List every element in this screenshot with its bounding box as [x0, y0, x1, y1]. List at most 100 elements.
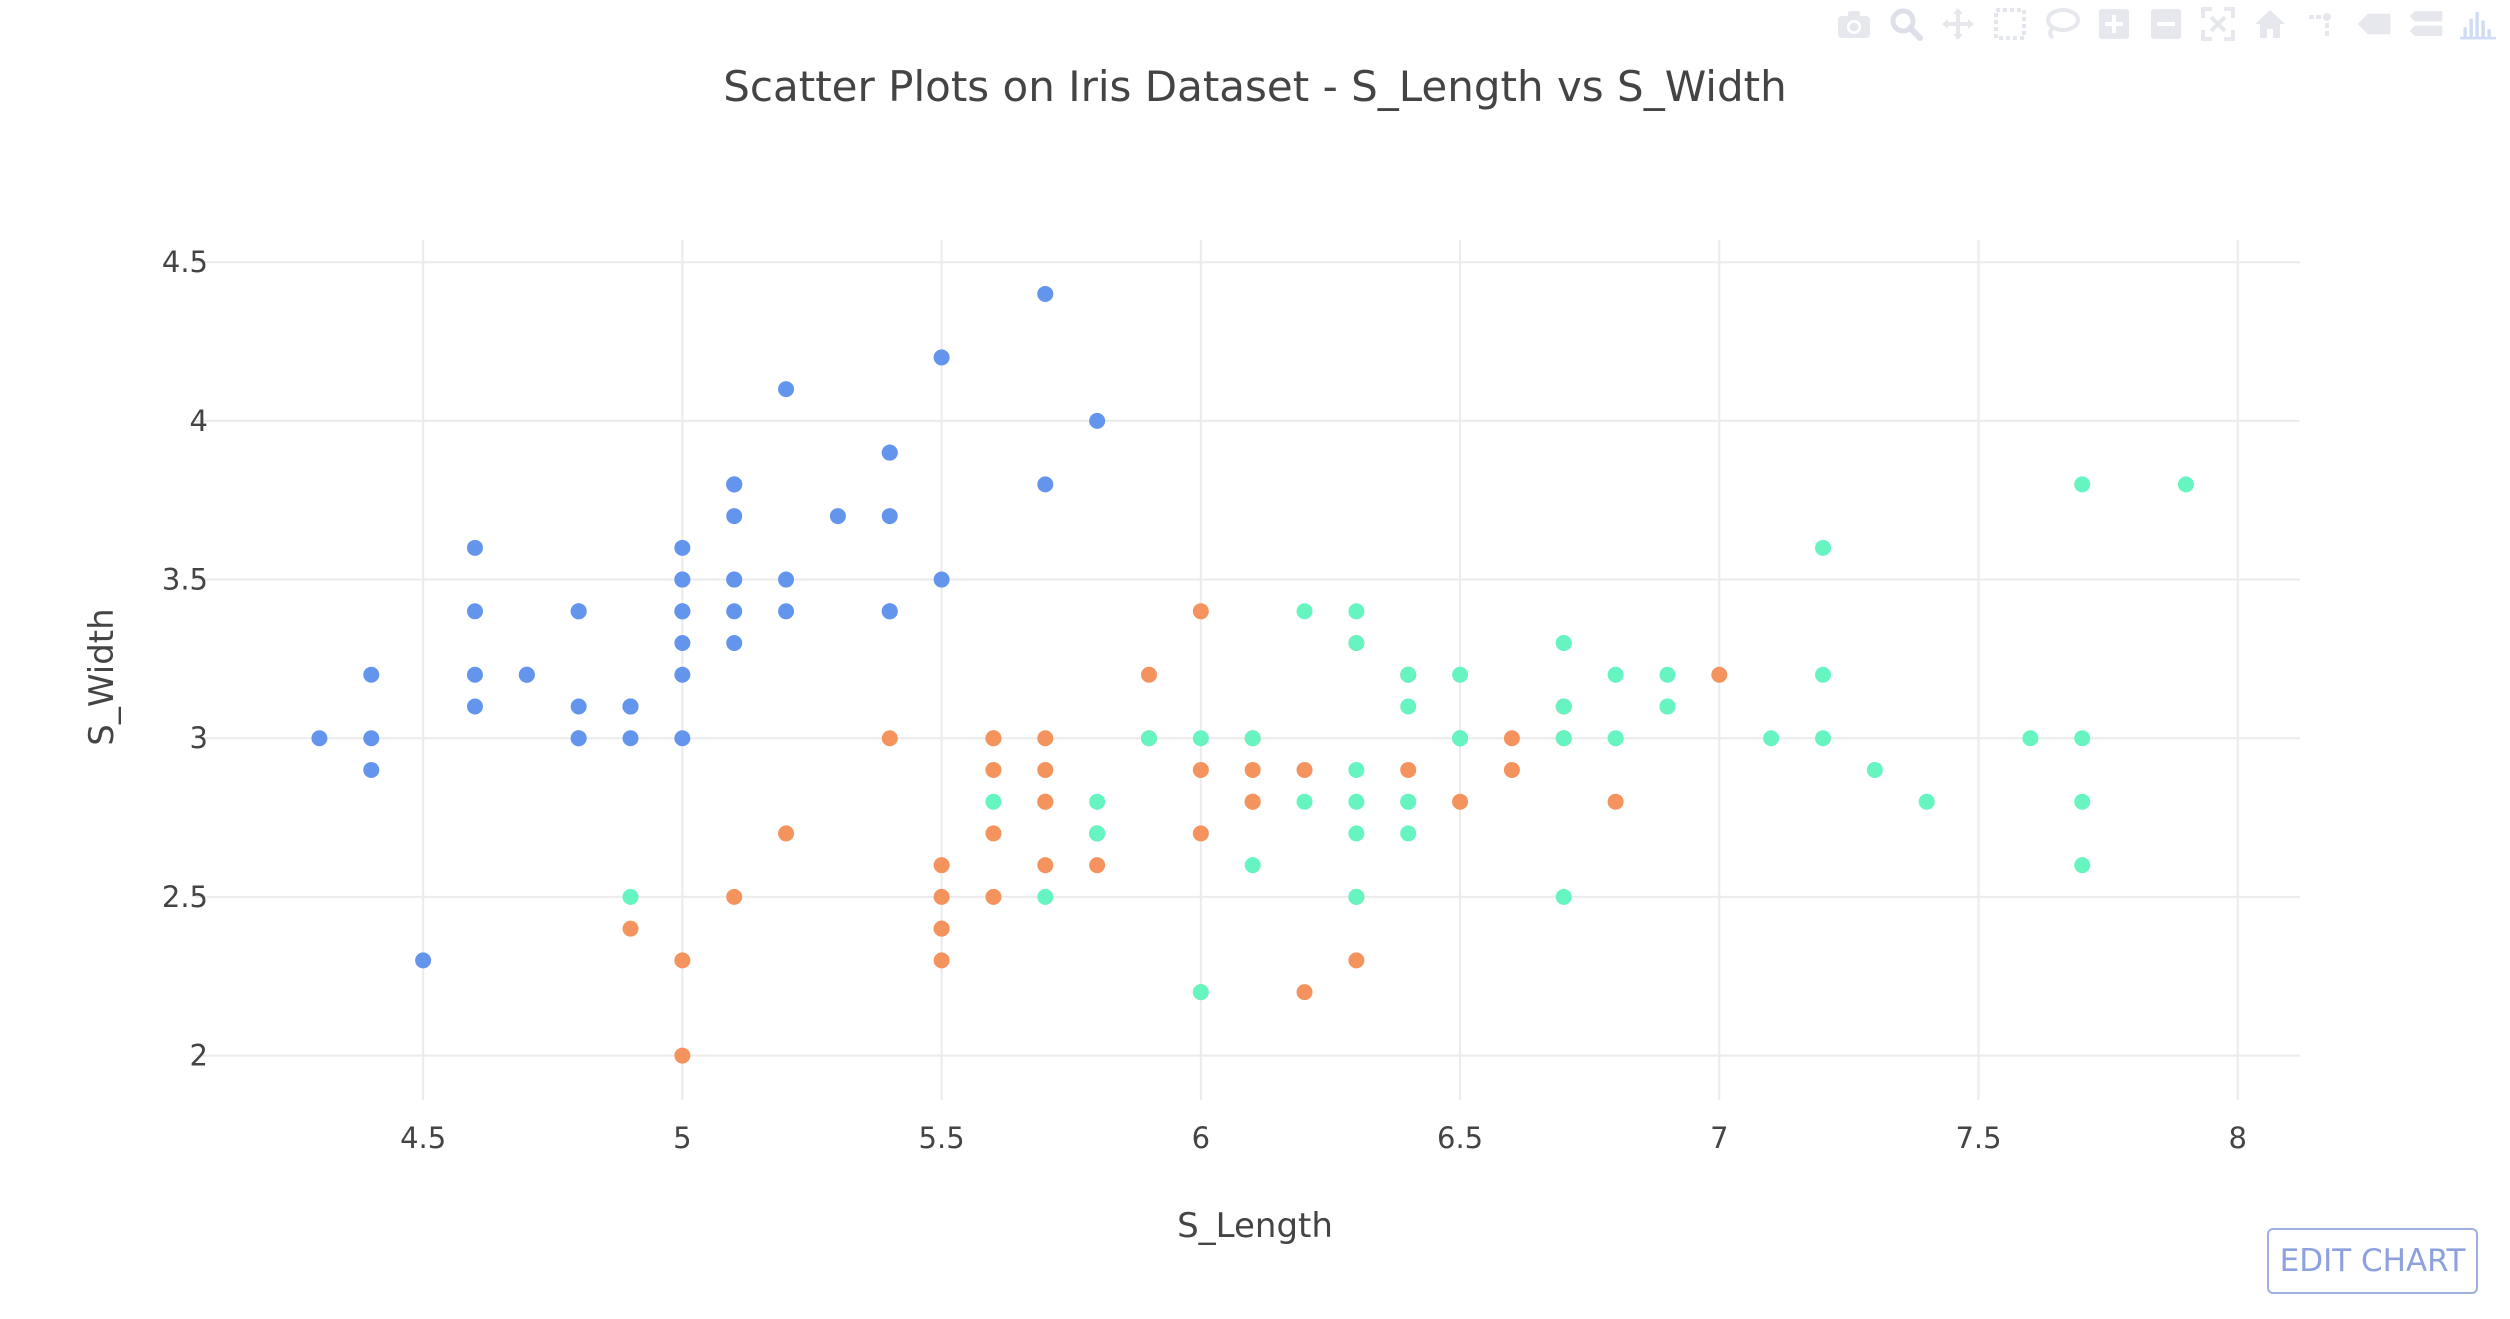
- data-point[interactable]: [622, 888, 639, 905]
- data-point[interactable]: [570, 698, 587, 715]
- autoscale-icon[interactable]: [2200, 6, 2236, 42]
- data-point[interactable]: [466, 603, 483, 620]
- data-point[interactable]: [622, 730, 639, 747]
- data-point[interactable]: [1037, 730, 1054, 747]
- data-point[interactable]: [933, 888, 950, 905]
- data-point[interactable]: [726, 571, 743, 588]
- data-point[interactable]: [2177, 476, 2194, 493]
- data-point[interactable]: [1659, 698, 1676, 715]
- data-point[interactable]: [1866, 761, 1883, 778]
- data-point[interactable]: [1244, 730, 1261, 747]
- data-point[interactable]: [1607, 666, 1624, 683]
- data-point[interactable]: [415, 952, 432, 969]
- data-point[interactable]: [1503, 761, 1520, 778]
- data-point[interactable]: [1711, 666, 1728, 683]
- data-point[interactable]: [1244, 857, 1261, 874]
- data-point[interactable]: [674, 571, 691, 588]
- data-point[interactable]: [466, 539, 483, 556]
- zoom-in-icon[interactable]: [2096, 6, 2132, 42]
- data-point[interactable]: [363, 666, 380, 683]
- data-point[interactable]: [1192, 825, 1209, 842]
- data-point[interactable]: [518, 666, 535, 683]
- data-point[interactable]: [1815, 666, 1832, 683]
- data-point[interactable]: [1555, 730, 1572, 747]
- data-point[interactable]: [1607, 730, 1624, 747]
- zoom-out-icon[interactable]: [2148, 6, 2184, 42]
- data-point[interactable]: [1192, 730, 1209, 747]
- data-point[interactable]: [1503, 730, 1520, 747]
- data-point[interactable]: [570, 730, 587, 747]
- data-point[interactable]: [1348, 603, 1365, 620]
- spike-lines-icon[interactable]: [2304, 6, 2340, 42]
- data-point[interactable]: [933, 952, 950, 969]
- data-point[interactable]: [726, 603, 743, 620]
- data-point[interactable]: [933, 857, 950, 874]
- camera-icon[interactable]: [1836, 6, 1872, 42]
- data-point[interactable]: [1815, 539, 1832, 556]
- data-point[interactable]: [1296, 603, 1313, 620]
- data-point[interactable]: [1348, 888, 1365, 905]
- data-point[interactable]: [570, 603, 587, 620]
- data-point[interactable]: [1037, 888, 1054, 905]
- data-point[interactable]: [881, 508, 898, 525]
- data-point[interactable]: [1400, 761, 1417, 778]
- data-point[interactable]: [1555, 635, 1572, 652]
- data-point[interactable]: [1037, 285, 1054, 302]
- data-point[interactable]: [1089, 412, 1106, 429]
- data-point[interactable]: [1037, 761, 1054, 778]
- data-point[interactable]: [1296, 761, 1313, 778]
- data-point[interactable]: [363, 761, 380, 778]
- data-point[interactable]: [1037, 857, 1054, 874]
- data-point[interactable]: [1244, 793, 1261, 810]
- data-point[interactable]: [726, 888, 743, 905]
- data-point[interactable]: [881, 603, 898, 620]
- data-point[interactable]: [933, 920, 950, 937]
- data-point[interactable]: [985, 761, 1002, 778]
- data-point[interactable]: [674, 539, 691, 556]
- data-point[interactable]: [1089, 825, 1106, 842]
- data-point[interactable]: [1037, 476, 1054, 493]
- data-point[interactable]: [1192, 761, 1209, 778]
- data-point[interactable]: [933, 349, 950, 366]
- data-point[interactable]: [1348, 825, 1365, 842]
- data-point[interactable]: [622, 920, 639, 937]
- data-point[interactable]: [1296, 793, 1313, 810]
- data-point[interactable]: [1140, 730, 1157, 747]
- data-point[interactable]: [674, 952, 691, 969]
- data-point[interactable]: [1607, 793, 1624, 810]
- data-point[interactable]: [2074, 793, 2091, 810]
- data-point[interactable]: [1400, 793, 1417, 810]
- data-point[interactable]: [1452, 793, 1469, 810]
- data-point[interactable]: [674, 730, 691, 747]
- edit-chart-button[interactable]: EDIT CHART: [2267, 1228, 2478, 1294]
- data-point[interactable]: [674, 635, 691, 652]
- data-point[interactable]: [363, 730, 380, 747]
- data-point[interactable]: [985, 793, 1002, 810]
- hover-compare-icon[interactable]: [2408, 6, 2444, 42]
- data-point[interactable]: [1089, 857, 1106, 874]
- data-point[interactable]: [726, 476, 743, 493]
- data-point[interactable]: [1659, 666, 1676, 683]
- data-point[interactable]: [1089, 793, 1106, 810]
- data-point[interactable]: [1348, 635, 1365, 652]
- data-point[interactable]: [1400, 666, 1417, 683]
- data-point[interactable]: [778, 571, 795, 588]
- box-select-icon[interactable]: [1992, 6, 2028, 42]
- data-point[interactable]: [1037, 793, 1054, 810]
- data-point[interactable]: [2074, 730, 2091, 747]
- data-point[interactable]: [985, 825, 1002, 842]
- data-point[interactable]: [881, 444, 898, 461]
- data-point[interactable]: [985, 888, 1002, 905]
- data-point[interactable]: [674, 1047, 691, 1064]
- data-point[interactable]: [1348, 761, 1365, 778]
- data-point[interactable]: [622, 698, 639, 715]
- data-point[interactable]: [1555, 698, 1572, 715]
- pan-icon[interactable]: [1940, 6, 1976, 42]
- data-point[interactable]: [1918, 793, 1935, 810]
- data-point[interactable]: [1192, 984, 1209, 1001]
- data-point[interactable]: [1400, 698, 1417, 715]
- data-point[interactable]: [2022, 730, 2039, 747]
- lasso-icon[interactable]: [2044, 6, 2080, 42]
- data-point[interactable]: [726, 508, 743, 525]
- data-point[interactable]: [674, 603, 691, 620]
